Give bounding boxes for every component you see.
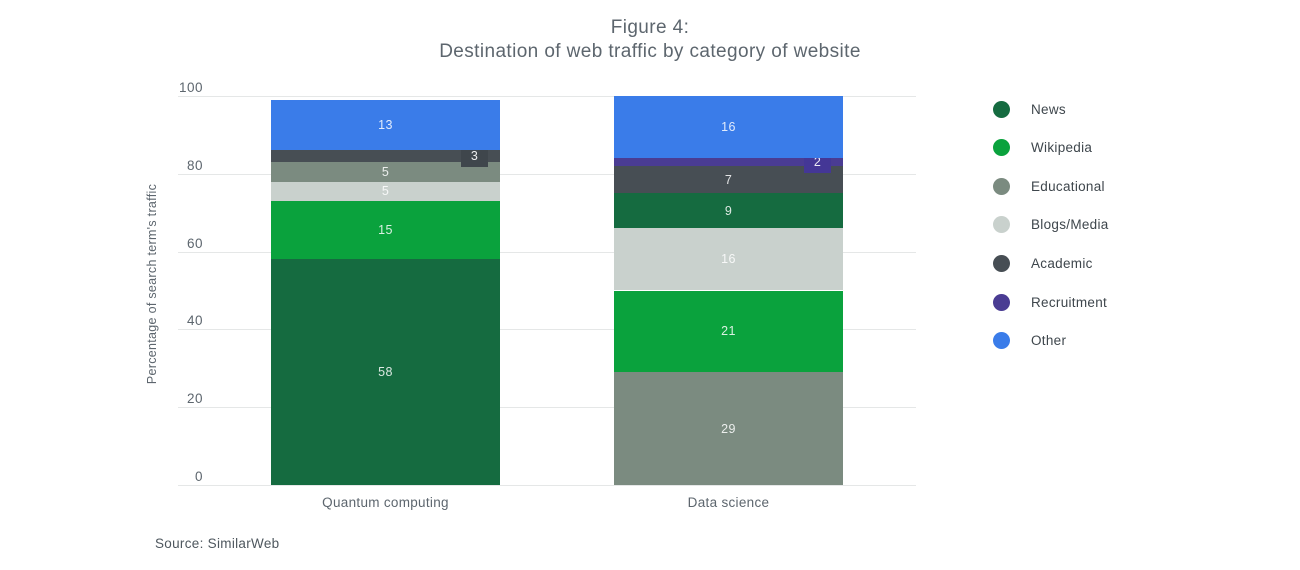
gridline-80	[178, 173, 916, 175]
y-tick-label-60: 60	[186, 235, 203, 251]
gridline-40	[178, 329, 916, 331]
legend-dot-icon	[993, 100, 1010, 118]
gridline-20	[178, 407, 916, 409]
legend-item-blogs-media: Blogs/Media	[993, 215, 1109, 235]
bar-segment-quantum-computing-blogs-media: 5	[271, 181, 500, 202]
legend-item-academic: Academic	[993, 253, 1093, 273]
gridline-100	[178, 96, 916, 97]
segment-value-label: 7	[724, 172, 733, 187]
legend-label: Academic	[1031, 255, 1093, 271]
segment-value-label: 15	[378, 223, 393, 238]
legend-item-recruitment: Recruitment	[993, 292, 1107, 312]
x-category-label-data-science: Data science	[687, 495, 770, 510]
bar-segment-quantum-computing-academic	[271, 150, 500, 163]
segment-value-label: 16	[721, 120, 736, 135]
legend-dot-icon	[993, 332, 1010, 350]
x-category-label-quantum-computing: Quantum computing	[322, 495, 449, 510]
y-tick-label-20: 20	[186, 391, 203, 407]
gridline-0	[178, 485, 916, 486]
chart-title-line2: Destination of web traffic by category o…	[439, 40, 861, 62]
segment-value-label: 29	[721, 421, 736, 436]
segment-value-label: 5	[381, 164, 390, 179]
segment-callout-label-academic: 3	[461, 145, 488, 168]
legend-dot-icon	[993, 177, 1010, 195]
legend-item-other: Other	[993, 331, 1066, 351]
bar-segment-data-science-news: 9	[614, 193, 843, 229]
bar-segment-data-science-wikipedia: 21	[614, 290, 843, 373]
legend-label: Wikipedia	[1031, 140, 1093, 156]
segment-value-label: 13	[378, 118, 393, 133]
legend-dot-icon	[993, 216, 1010, 234]
chart-title: Figure 4: Destination of web traffic by …	[0, 16, 1300, 63]
legend-dot-icon	[993, 293, 1010, 311]
y-tick-label-0: 0	[194, 469, 203, 484]
segment-value-label: 5	[381, 184, 390, 199]
source-note: Source: SimilarWeb	[155, 536, 280, 551]
legend-label: News	[1031, 101, 1066, 117]
bar-segment-quantum-computing-news: 58	[271, 259, 500, 485]
segment-value-label: 21	[721, 324, 736, 339]
bar-segment-quantum-computing-other: 13	[271, 99, 500, 151]
segment-value-label: 9	[724, 203, 733, 218]
legend-label: Recruitment	[1031, 294, 1108, 310]
bar-segment-data-science-other: 16	[614, 96, 843, 159]
y-tick-label-100: 100	[178, 80, 203, 95]
legend-dot-icon	[993, 254, 1010, 272]
y-tick-label-40: 40	[186, 313, 203, 329]
bar-segment-quantum-computing-wikipedia: 15	[271, 201, 500, 260]
legend-label: Blogs/Media	[1031, 217, 1109, 233]
legend-label: Other	[1031, 333, 1067, 349]
bar-segment-data-science-educational: 29	[614, 372, 843, 485]
legend-item-wikipedia: Wikipedia	[993, 138, 1092, 158]
chart-title-line1: Figure 4:	[610, 17, 690, 38]
legend-label: Educational	[1031, 178, 1105, 194]
legend-dot-icon	[993, 139, 1010, 157]
bar-segment-data-science-blogs-media: 16	[614, 228, 843, 291]
segment-value-label: 16	[721, 252, 736, 267]
segment-value-label: 58	[378, 365, 393, 380]
gridline-60	[178, 251, 916, 253]
legend-item-news: News	[993, 99, 1066, 119]
y-tick-label-80: 80	[186, 157, 203, 173]
legend-item-educational: Educational	[993, 176, 1105, 196]
bar-segment-data-science-recruitment	[614, 158, 843, 166]
bar-segment-quantum-computing-educational: 5	[271, 162, 500, 182]
